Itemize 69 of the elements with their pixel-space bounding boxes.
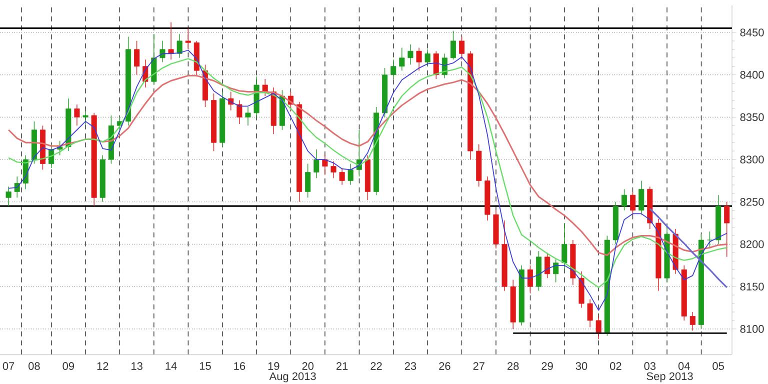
x-tick-label: 26 [439,362,450,370]
x-tick-label: 28 [508,362,519,370]
candlestick [185,28,191,50]
candlestick [596,316,602,340]
x-tick-label: 02 [610,362,622,370]
candlestick [305,163,311,198]
text: Sep 2013 [646,372,693,382]
candlestick [544,252,550,278]
candlestick [339,168,345,186]
candlestick [176,34,182,58]
x-tick-label: 22 [370,362,382,370]
x-tick-label: 15 [200,362,211,370]
x-tick-label: 21 [336,362,348,370]
x-tick-label: 08 [28,362,40,370]
candlestick [690,312,696,331]
x-tick-label: 07 [2,362,14,370]
x-tick-label: 14 [166,362,177,370]
y-tick-label: 8250 [740,198,764,206]
candlestick [630,191,636,215]
x-tick-label: 20 [302,362,314,370]
candlestick [6,186,12,206]
x-tick-label: 29 [542,362,553,370]
x-tick-label: 23 [404,362,416,370]
candlestick [459,36,465,60]
candlestick [638,180,644,215]
candlestick [236,100,242,124]
y-tick-label: 8200 [740,240,764,248]
candlestick [82,110,88,124]
candlestick [553,259,559,283]
candlestick [330,160,336,179]
x-tick-label: 30 [576,362,588,370]
x-tick-label: 27 [473,362,484,370]
x-tick-label: 13 [132,362,142,370]
candlestick [168,22,174,60]
candlestick [390,59,396,80]
x-tick-label: 19 [268,362,280,370]
candlestick [151,34,157,86]
y-tick-label: 8400 [740,70,764,79]
candlestick [245,106,251,126]
candlestick [74,104,80,126]
y-tick-label: 8450 [740,28,764,36]
candlestick [399,47,405,71]
candlestick [160,40,166,62]
candlestick [348,163,354,186]
x-tick-label: 03 [644,362,656,370]
candlestick [707,231,713,249]
x-tick-label: 09 [62,362,74,370]
candlestick [424,49,430,67]
candlestick [322,154,328,176]
candlestick [416,47,422,71]
candlestick [450,30,456,60]
candlestick [134,40,140,76]
candlestick [527,265,533,294]
y-tick-label: 8100 [740,325,764,333]
candlestick [587,298,593,328]
x-tick-label: 12 [97,362,108,370]
candlestick [408,44,414,65]
candlestick [433,50,439,80]
candlestick [724,202,730,258]
candlestick [621,188,628,211]
candlestick [562,222,568,270]
x-tick-label: 16 [234,362,246,370]
candlestick [314,149,320,179]
x-tick-label: 04 [678,362,690,370]
y-tick-label: 8350 [740,113,764,122]
y-tick-label: 8150 [740,282,764,290]
x-tick-label: 05 [712,362,724,370]
y-tick-label: 8300 [740,156,764,164]
text: Aug 2013 [269,372,316,382]
